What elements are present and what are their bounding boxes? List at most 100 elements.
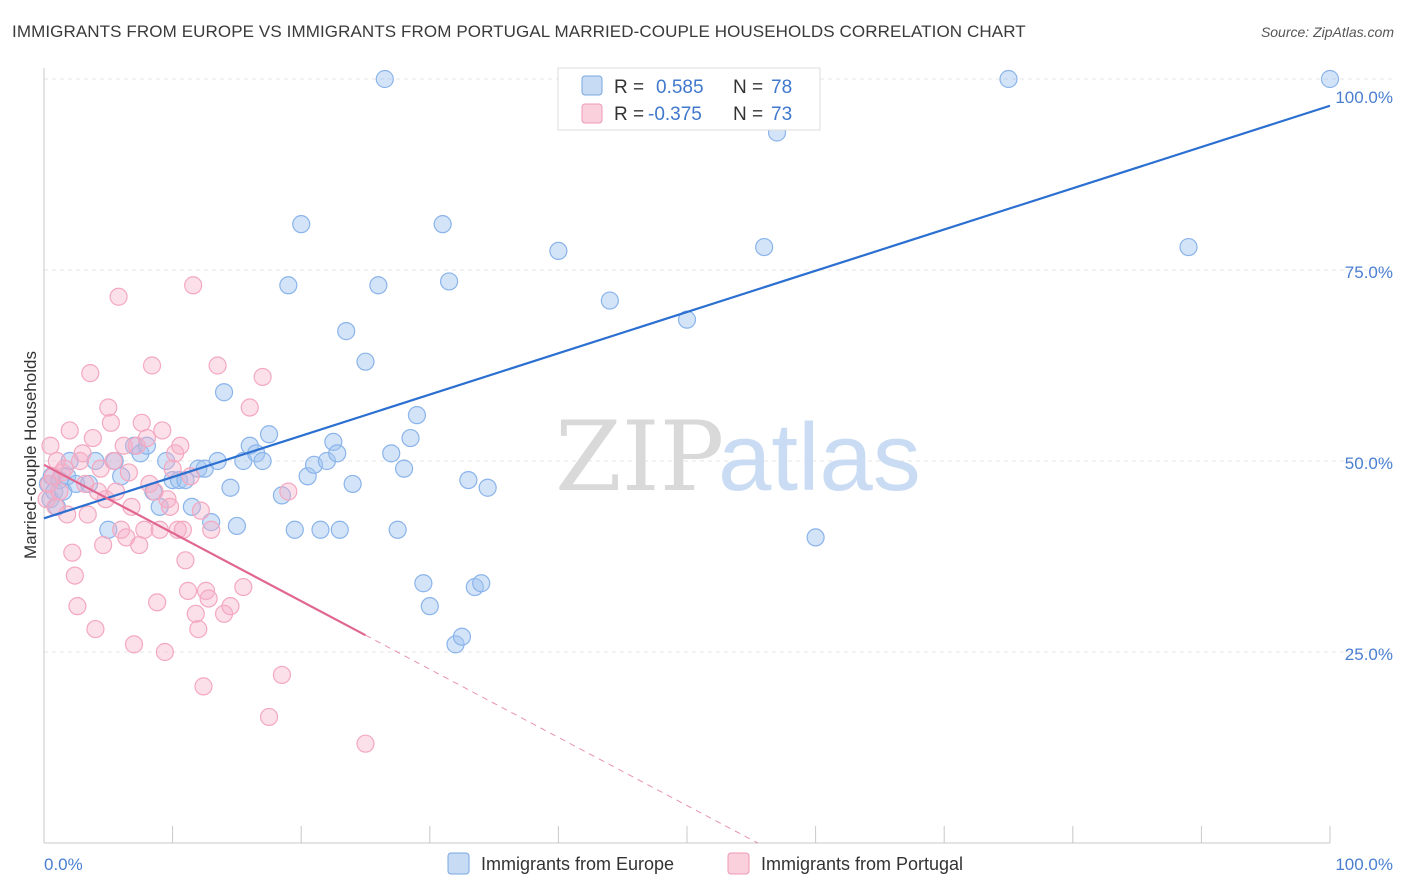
source-credit: Source: ZipAtlas.com bbox=[1260, 24, 1394, 40]
portugal-point-36 bbox=[127, 436, 146, 455]
europe-point-44 bbox=[317, 451, 337, 471]
portugal-point-33 bbox=[119, 463, 138, 482]
europe-point-69 bbox=[600, 291, 619, 310]
portugal-trend-line bbox=[43, 463, 367, 637]
axes bbox=[43, 68, 1331, 844]
portugal-point-75 bbox=[356, 734, 375, 753]
europe-point-53 bbox=[382, 444, 401, 463]
portugal-point-35 bbox=[124, 635, 144, 654]
portugal-point-39 bbox=[135, 520, 154, 539]
y-tick-labels: 25.0% 50.0% 75.0% 100.0% bbox=[1335, 88, 1393, 664]
europe-point-46 bbox=[328, 444, 347, 463]
europe-point-41 bbox=[298, 467, 317, 486]
europe-point-47 bbox=[330, 520, 349, 539]
legend-r-value-portugal: -0.375 bbox=[648, 104, 702, 125]
portugal-point-29 bbox=[109, 287, 128, 306]
portugal-point-25 bbox=[99, 398, 118, 417]
europe-point-55 bbox=[394, 459, 414, 478]
chart-title: IMMIGRANTS FROM EUROPE VS IMMIGRANTS FRO… bbox=[12, 22, 1026, 41]
europe-point-72 bbox=[755, 237, 774, 257]
europe-point-39 bbox=[285, 520, 304, 539]
europe-point-17 bbox=[137, 436, 156, 455]
europe-point-74 bbox=[806, 528, 825, 547]
europe-point-75 bbox=[999, 69, 1018, 89]
europe-point-49 bbox=[343, 474, 362, 494]
legend-swatch-portugal bbox=[581, 103, 603, 124]
bottom-legend-swatch-portugal bbox=[727, 852, 750, 875]
europe-point-36 bbox=[259, 425, 279, 444]
gridlines bbox=[44, 78, 1393, 653]
portugal-point-38 bbox=[132, 413, 151, 432]
x-tick-labels: 0.0% 100.0% bbox=[44, 855, 1393, 874]
europe-point-27 bbox=[202, 513, 221, 532]
europe-point-64 bbox=[459, 471, 478, 490]
europe-point-60 bbox=[433, 215, 452, 234]
portugal-point-59 bbox=[186, 604, 205, 623]
europe-point-56 bbox=[401, 428, 420, 448]
portugal-point-26 bbox=[101, 413, 120, 432]
legend-r-label-portugal: R = bbox=[614, 104, 644, 125]
portugal-point-5 bbox=[47, 451, 66, 471]
portugal-point-67 bbox=[214, 604, 234, 623]
y-tick-label-2: 75.0% bbox=[1345, 263, 1393, 282]
europe-point-38 bbox=[279, 276, 298, 295]
portugal-point-37 bbox=[130, 535, 149, 555]
bottom-legend-swatch-europe bbox=[447, 852, 470, 875]
portugal-point-27 bbox=[104, 451, 123, 471]
europe-point-24 bbox=[182, 497, 201, 516]
portugal-point-71 bbox=[253, 367, 272, 387]
portugal-point-47 bbox=[155, 642, 174, 662]
trend-lines bbox=[43, 104, 1331, 844]
portugal-point-44 bbox=[148, 593, 167, 612]
portugal-point-15 bbox=[73, 444, 92, 463]
europe-point-58 bbox=[414, 574, 433, 593]
series-legend: Immigrants from Europe Immigrants from P… bbox=[447, 852, 963, 875]
europe-point-59 bbox=[420, 597, 439, 616]
portugal-point-55 bbox=[176, 551, 195, 570]
europe-point-67 bbox=[478, 478, 497, 497]
x-tick-label-max: 100.0% bbox=[1335, 855, 1393, 874]
portugal-point-19 bbox=[83, 428, 102, 448]
europe-point-50 bbox=[356, 352, 375, 371]
europe-point-62 bbox=[446, 635, 465, 654]
europe-point-76 bbox=[1179, 237, 1198, 257]
legend-n-value-portugal: 73 bbox=[771, 104, 792, 125]
bottom-legend-label-portugal: Immigrants from Portugal bbox=[761, 854, 963, 874]
portugal-point-53 bbox=[171, 436, 190, 455]
europe-point-45 bbox=[324, 432, 343, 451]
legend-swatch-europe bbox=[581, 75, 603, 96]
watermark-zip: ZIP bbox=[555, 401, 724, 513]
correlation-legend: R = 0.585 N = 78 R = -0.375 N = 73 bbox=[557, 67, 821, 131]
portugal-point-31 bbox=[114, 436, 133, 455]
y-tick-label-0: 25.0% bbox=[1345, 645, 1393, 664]
portugal-point-65 bbox=[202, 520, 221, 539]
legend-n-label-portugal: N = bbox=[733, 104, 763, 125]
portugal-point-42 bbox=[142, 356, 162, 375]
europe-point-54 bbox=[388, 520, 407, 539]
portugal-trend-line-extension bbox=[365, 634, 758, 844]
watermark: ZIP atlas bbox=[555, 401, 921, 513]
europe-point-57 bbox=[407, 406, 427, 425]
portugal-point-10 bbox=[60, 421, 79, 440]
portugal-point-40 bbox=[137, 428, 156, 448]
portugal-point-20 bbox=[86, 619, 105, 639]
portugal-point-72 bbox=[259, 707, 279, 727]
europe-point-43 bbox=[311, 520, 330, 539]
portugal-point-49 bbox=[160, 497, 180, 516]
portugal-point-46 bbox=[153, 421, 172, 440]
portugal-point-11 bbox=[63, 543, 82, 562]
europe-point-35 bbox=[253, 451, 272, 471]
europe-point-66 bbox=[472, 574, 491, 593]
portugal-point-70 bbox=[240, 398, 259, 417]
europe-point-68 bbox=[549, 241, 568, 260]
portugal-point-68 bbox=[221, 597, 240, 616]
portugal-point-58 bbox=[184, 276, 203, 295]
portugal-point-18 bbox=[81, 364, 100, 383]
portugal-point-66 bbox=[208, 356, 227, 375]
europe-point-77 bbox=[1320, 69, 1340, 89]
portugal-point-2 bbox=[41, 436, 60, 455]
portugal-point-61 bbox=[191, 501, 210, 520]
europe-point-29 bbox=[214, 383, 234, 402]
portugal-point-62 bbox=[194, 677, 213, 696]
